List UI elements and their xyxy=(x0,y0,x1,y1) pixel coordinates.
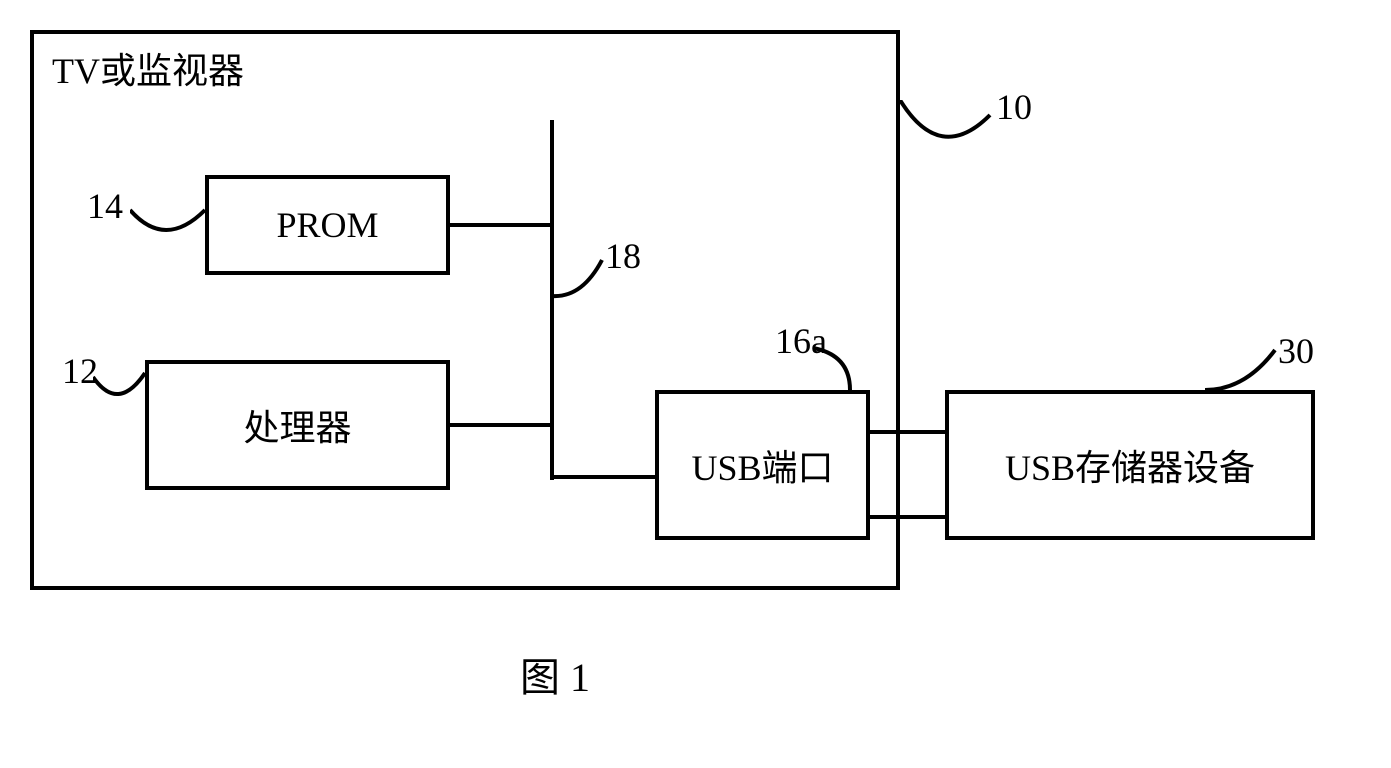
block-diagram: TV或监视器 10 PROM 14 处理器 12 18 USB端口 16a xyxy=(30,30,1370,730)
processor-label: 处理器 xyxy=(243,399,351,451)
prom-to-bus-line xyxy=(450,223,554,227)
usb-port-block: USB端口 xyxy=(655,390,870,540)
usb-storage-block: USB存储器设备 xyxy=(945,390,1315,540)
leader-12 xyxy=(93,365,153,415)
leader-14 xyxy=(130,200,210,250)
processor-to-bus-line xyxy=(450,423,554,427)
container-title: TV或监视器 xyxy=(52,42,244,94)
usb-port-label: USB端口 xyxy=(691,439,833,491)
ref-10: 10 xyxy=(996,86,1032,128)
prom-block: PROM xyxy=(205,175,450,275)
bus-to-usbport-line xyxy=(552,475,655,479)
leader-18 xyxy=(552,258,612,303)
leader-16a xyxy=(810,345,860,395)
figure-label: 图 1 xyxy=(520,645,590,703)
prom-label: PROM xyxy=(276,204,378,246)
usb-connector-top xyxy=(870,430,945,434)
leader-10 xyxy=(900,100,1000,170)
leader-30 xyxy=(1205,345,1285,395)
processor-block: 处理器 xyxy=(145,360,450,490)
usb-storage-label: USB存储器设备 xyxy=(1005,439,1255,491)
usb-connector-bottom xyxy=(870,515,945,519)
ref-14: 14 xyxy=(87,185,123,227)
